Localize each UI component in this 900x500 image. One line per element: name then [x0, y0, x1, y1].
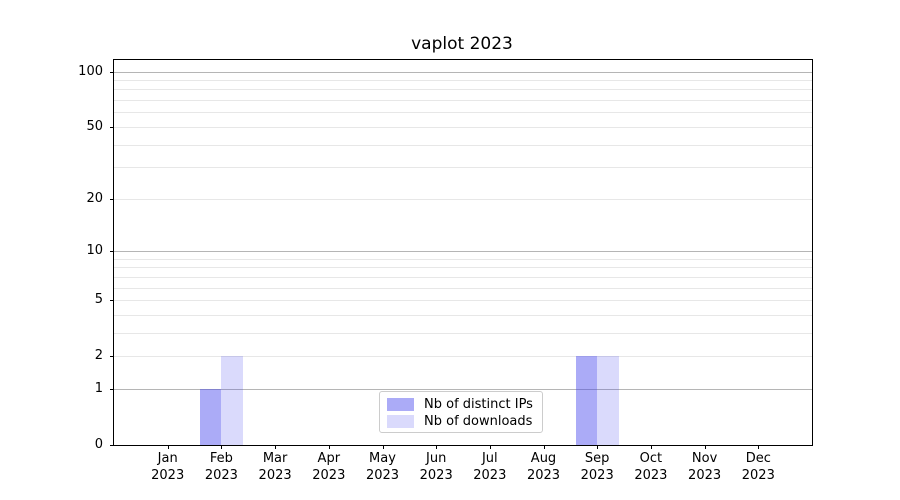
- x-tick-label-1: Feb 2023: [204, 451, 238, 483]
- legend-item-distinct-ips: Nb of distinct IPs: [387, 396, 534, 413]
- gridline-major-y10: [114, 251, 812, 252]
- x-tick-8: [597, 445, 599, 449]
- x-tick-6: [489, 445, 491, 449]
- gridline-minor-y9: [114, 258, 812, 260]
- gridline-minor-y60: [114, 112, 812, 114]
- y-tick-50: [110, 126, 114, 128]
- x-tick-1: [221, 445, 223, 449]
- x-tick-label-9: Oct 2023: [634, 451, 668, 483]
- y-tick-label-100: 100: [78, 63, 103, 79]
- y-tick-5: [110, 300, 114, 301]
- y-tick-label-2: 2: [94, 348, 103, 364]
- gridline-minor-y5: [114, 300, 812, 301]
- x-tick-label-5: Jun 2023: [419, 451, 453, 483]
- gridline-minor-y40: [114, 144, 812, 146]
- x-tick-4: [382, 445, 384, 449]
- gridline-minor-y70: [114, 100, 812, 102]
- y-tick-label-1: 1: [94, 380, 103, 396]
- y-tick-1: [110, 388, 114, 390]
- y-tick-20: [110, 198, 114, 200]
- gridline-minor-y30: [114, 167, 812, 169]
- x-tick-label-6: Jul 2023: [473, 451, 507, 483]
- gridline-minor-y6: [114, 287, 812, 289]
- legend-swatch-downloads: [387, 415, 414, 428]
- x-tick-10: [704, 445, 706, 449]
- gridline-minor-y50: [114, 126, 812, 128]
- bar-nb-of-distinct-ips-sep: [575, 356, 598, 445]
- x-tick-label-4: May 2023: [365, 451, 400, 483]
- x-tick-label-0: Jan 2023: [151, 451, 185, 483]
- y-tick-label-5: 5: [94, 292, 103, 307]
- plot-area: Nb of distinct IPs Nb of downloads 0 1 2 5 1…: [78, 59, 813, 483]
- gridline-minor-y90: [114, 80, 812, 81]
- x-tick-3: [328, 445, 330, 449]
- y-tick-label-20: 20: [86, 190, 103, 206]
- bar-nb-of-distinct-ips-feb: [199, 388, 222, 445]
- x-tick-2: [275, 445, 277, 449]
- y-tick-2: [110, 356, 114, 358]
- y-tick-label-0: 0: [94, 437, 103, 452]
- y-tick-0: [110, 445, 114, 446]
- gridline-minor-y3: [114, 332, 812, 334]
- gridline-minor-y8: [114, 267, 812, 269]
- legend-label-distinct-ips: Nb of distinct IPs: [424, 397, 533, 412]
- x-tick-5: [436, 445, 438, 449]
- x-tick-0: [167, 445, 169, 449]
- legend-label-downloads: Nb of downloads: [424, 414, 533, 429]
- x-tick-label-7: Aug 2023: [526, 451, 561, 483]
- y-tick-10: [110, 251, 114, 252]
- gridline-minor-y4: [114, 314, 812, 316]
- x-tick-label-3: Apr 2023: [312, 451, 346, 483]
- gridline-major-y100: [114, 71, 812, 73]
- legend: Nb of distinct IPs Nb of downloads: [379, 391, 543, 433]
- gridline-minor-y20: [114, 198, 812, 200]
- x-tick-label-11: Dec 2023: [741, 451, 775, 483]
- y-tick-label-50: 50: [86, 118, 103, 134]
- x-tick-label-10: Nov 2023: [688, 451, 722, 483]
- gridline-major-y1: [114, 388, 812, 390]
- y-tick-100: [110, 71, 114, 73]
- gridline-minor-y80: [114, 89, 812, 91]
- chart-title: vaplot 2023: [411, 34, 513, 54]
- x-tick-label-8: Sep 2023: [580, 451, 614, 483]
- x-tick-label-2: Mar 2023: [258, 451, 292, 483]
- bar-nb-of-downloads-feb: [221, 356, 243, 445]
- legend-item-downloads: Nb of downloads: [387, 413, 534, 430]
- y-tick-label-10: 10: [86, 243, 103, 258]
- bar-nb-of-downloads-sep: [597, 356, 619, 445]
- x-tick-7: [543, 445, 545, 449]
- x-tick-9: [650, 445, 652, 449]
- gridline-minor-y2: [114, 356, 812, 358]
- x-tick-11: [758, 445, 760, 449]
- legend-swatch-distinct-ips: [387, 398, 414, 411]
- gridline-minor-y7: [114, 276, 812, 278]
